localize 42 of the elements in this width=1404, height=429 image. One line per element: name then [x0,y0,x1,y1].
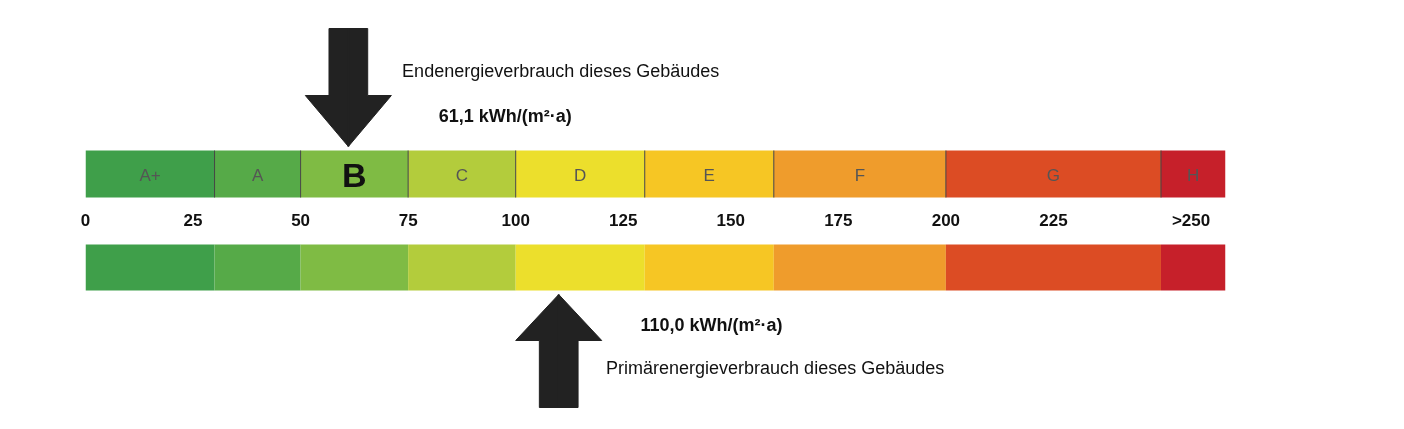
ref-line-label: Primärenergieverbrauch dieses Gebäudes [606,357,945,378]
bar [408,244,516,291]
x-tick-label: >250 [1171,210,1211,230]
series-label: G [1046,165,1061,185]
ref-line-label: Endenergieverbrauch dieses Gebäudes [402,60,720,81]
bar [85,244,215,291]
x-tick-label: 50 [291,210,311,230]
bar [214,150,301,198]
series-label: H [1187,165,1200,185]
x-tick-label: 150 [716,210,745,230]
bar [773,150,946,198]
bar [515,150,645,198]
series-label: C [455,165,469,185]
bar [644,150,774,198]
bar [408,150,516,198]
bar [1160,244,1226,291]
x-tick-label: 125 [609,210,638,230]
x-tick-label: 75 [398,210,418,230]
bar [300,244,409,291]
x-tick-label: 0 [80,210,91,230]
bar [945,150,1161,198]
bar [773,244,946,291]
bar [945,244,1161,291]
bar [515,244,645,291]
x-tick-label: 225 [1039,210,1068,230]
annotation: 110,0 kWh/(m²·a) [640,314,783,335]
series-label: E [703,165,715,185]
series-label: D [574,165,587,185]
bar [644,244,774,291]
x-tick-label: 175 [824,210,853,230]
x-tick-label: 100 [501,210,530,230]
series-label: F [854,165,866,185]
x-tick-label: 25 [183,210,203,230]
bar [85,150,215,198]
bar [214,244,301,291]
bar [1160,150,1226,198]
x-tick-label: 200 [931,210,961,230]
text: 61,1 kWh/(m²·a) [438,105,572,126]
series-label: B [342,156,367,194]
bar [300,150,409,198]
series-label: A+ [139,165,161,185]
series-label: A [251,165,264,185]
